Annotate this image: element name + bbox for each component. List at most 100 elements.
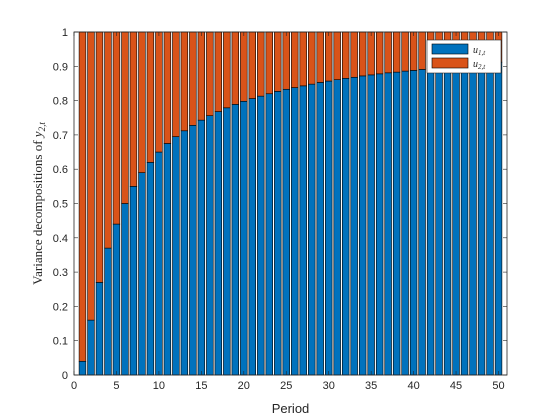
x-tick-label: 25 xyxy=(280,380,292,392)
y-tick-label: 0.4 xyxy=(53,233,68,245)
y-axis-label-var: y xyxy=(30,131,45,139)
bar-series-1-period-8 xyxy=(138,172,146,376)
bar-series-2-period-40 xyxy=(409,31,418,71)
bar-series-1-period-29 xyxy=(316,82,324,376)
bar-series-2-period-1 xyxy=(78,31,87,362)
bar-series-1-period-48 xyxy=(477,64,486,376)
bar-series-1-period-1 xyxy=(78,360,87,376)
bar-series-2-period-22 xyxy=(257,31,265,97)
bar-series-1-period-4 xyxy=(104,247,112,376)
bar-series-1-period-21 xyxy=(248,98,256,376)
bar-series-1-period-6 xyxy=(121,203,129,376)
bar-series-1-period-36 xyxy=(375,73,384,376)
bar-series-1-period-24 xyxy=(274,91,282,376)
y-tick-label: 0.1 xyxy=(53,336,68,348)
bar-series-1-period-13 xyxy=(180,130,189,376)
x-tick-label: 20 xyxy=(238,380,250,392)
bar-series-1-period-43 xyxy=(435,67,443,376)
y-axis-label-text: Variance decompositions of xyxy=(30,137,45,285)
bar-series-2-period-35 xyxy=(367,31,375,76)
legend-label-sub: 2,t xyxy=(478,63,486,71)
bar-series-2-period-25 xyxy=(282,31,290,90)
bar-series-2-period-34 xyxy=(358,31,367,77)
bar-series-2-period-18 xyxy=(223,31,231,109)
x-axis-ticks: 0 5 10 15 20 25 30 35 40 45 50 xyxy=(71,32,505,392)
bar-series-2-period-11 xyxy=(163,31,172,144)
bar-series-1-period-34 xyxy=(358,75,367,376)
bar-series-2-period-19 xyxy=(231,31,240,105)
bar-series-2-period-20 xyxy=(240,31,248,102)
bar-series-1-period-45 xyxy=(452,66,460,376)
legend-label-series-1: u1,t xyxy=(473,45,486,57)
bar-series-2-period-37 xyxy=(384,31,392,74)
bar-series-2-period-28 xyxy=(308,31,316,85)
bar-series-2-period-10 xyxy=(155,31,163,153)
bar-series-2-period-3 xyxy=(95,31,104,283)
y-tick-label: 0.2 xyxy=(53,301,68,313)
bar-series-1-period-25 xyxy=(282,88,290,376)
bar-series-2-period-14 xyxy=(189,31,197,126)
bar-series-2-period-5 xyxy=(112,31,121,225)
bar-series-2-period-30 xyxy=(325,31,333,82)
bar-series-1-period-32 xyxy=(341,78,350,376)
bar-series-1-period-33 xyxy=(350,76,358,376)
legend-items: u1,t u2,t xyxy=(431,43,486,71)
axes-background xyxy=(74,32,507,375)
bar-series-1-period-44 xyxy=(443,67,452,376)
bar-series-1-period-16 xyxy=(206,115,214,376)
bar-series-1-period-9 xyxy=(146,162,155,376)
bar-series-1-period-28 xyxy=(308,83,316,376)
bar-series-2-period-29 xyxy=(316,31,324,83)
bar-series-2-period-13 xyxy=(180,31,189,132)
x-axis-label: Period xyxy=(272,401,310,416)
bar-series-1-period-22 xyxy=(257,95,265,376)
bar-series-2-period-17 xyxy=(214,31,223,112)
bar-series-2-period-32 xyxy=(341,31,350,79)
y-tick-label: 0.3 xyxy=(53,267,68,279)
x-tick-label: 45 xyxy=(450,380,462,392)
y-tick-label: 0.7 xyxy=(53,130,68,142)
bar-series-1-period-30 xyxy=(325,80,333,376)
bar-series-1-period-42 xyxy=(426,68,435,376)
bar-series-2-period-24 xyxy=(274,31,282,92)
bar-series-2-period-33 xyxy=(350,31,358,78)
bar-series-2-period-31 xyxy=(333,31,341,80)
bar-series-2-period-27 xyxy=(299,31,307,87)
bar-series-1-period-47 xyxy=(469,64,477,376)
y-tick-label: 0 xyxy=(62,370,68,382)
x-tick-label: 40 xyxy=(407,380,419,392)
plot-area: 0 5 10 15 20 25 30 35 40 45 50 0 0.1 0.2 0.3 0.4 0.5 0.6… xyxy=(53,27,508,392)
bar-series-1-period-10 xyxy=(155,151,163,376)
y-axis-label: Variance decompositions of y2,t xyxy=(30,122,47,285)
x-tick-label: 5 xyxy=(113,380,119,392)
bar-series-1-period-20 xyxy=(240,100,248,376)
bar-series-1-period-17 xyxy=(214,111,223,376)
bar-series-2-period-36 xyxy=(375,31,384,75)
bar-series-1-period-2 xyxy=(87,319,95,376)
bar-series-2-period-4 xyxy=(104,31,112,249)
bar-series-2-period-12 xyxy=(172,31,180,137)
y-tick-label: 0.9 xyxy=(53,61,68,73)
x-tick-label: 15 xyxy=(195,380,207,392)
bar-series-1-period-31 xyxy=(333,79,341,376)
bar-series-1-period-19 xyxy=(231,104,240,376)
bar-series-1-period-38 xyxy=(392,71,401,376)
y-axis-label-sub: 2,t xyxy=(37,122,47,132)
legend-swatch-series-1 xyxy=(431,43,469,55)
bar-series-2-period-16 xyxy=(206,31,214,116)
x-tick-label: 10 xyxy=(153,380,165,392)
bar-series-1-period-3 xyxy=(95,282,104,376)
bar-series-2-period-9 xyxy=(146,31,155,163)
y-tick-label: 1 xyxy=(62,27,68,39)
bar-series-1-period-14 xyxy=(189,125,197,376)
bar-series-1-period-35 xyxy=(367,74,375,376)
bar-series-1-period-41 xyxy=(418,69,426,376)
legend-label-var: u xyxy=(473,59,478,70)
bar-series-1-period-7 xyxy=(129,186,138,376)
x-tick-label: 30 xyxy=(323,380,335,392)
bar-series-2-period-7 xyxy=(129,31,138,187)
bar-series-2-period-26 xyxy=(291,31,299,88)
legend: u1,t u2,t xyxy=(426,39,502,74)
bar-series-2-period-23 xyxy=(265,31,273,95)
